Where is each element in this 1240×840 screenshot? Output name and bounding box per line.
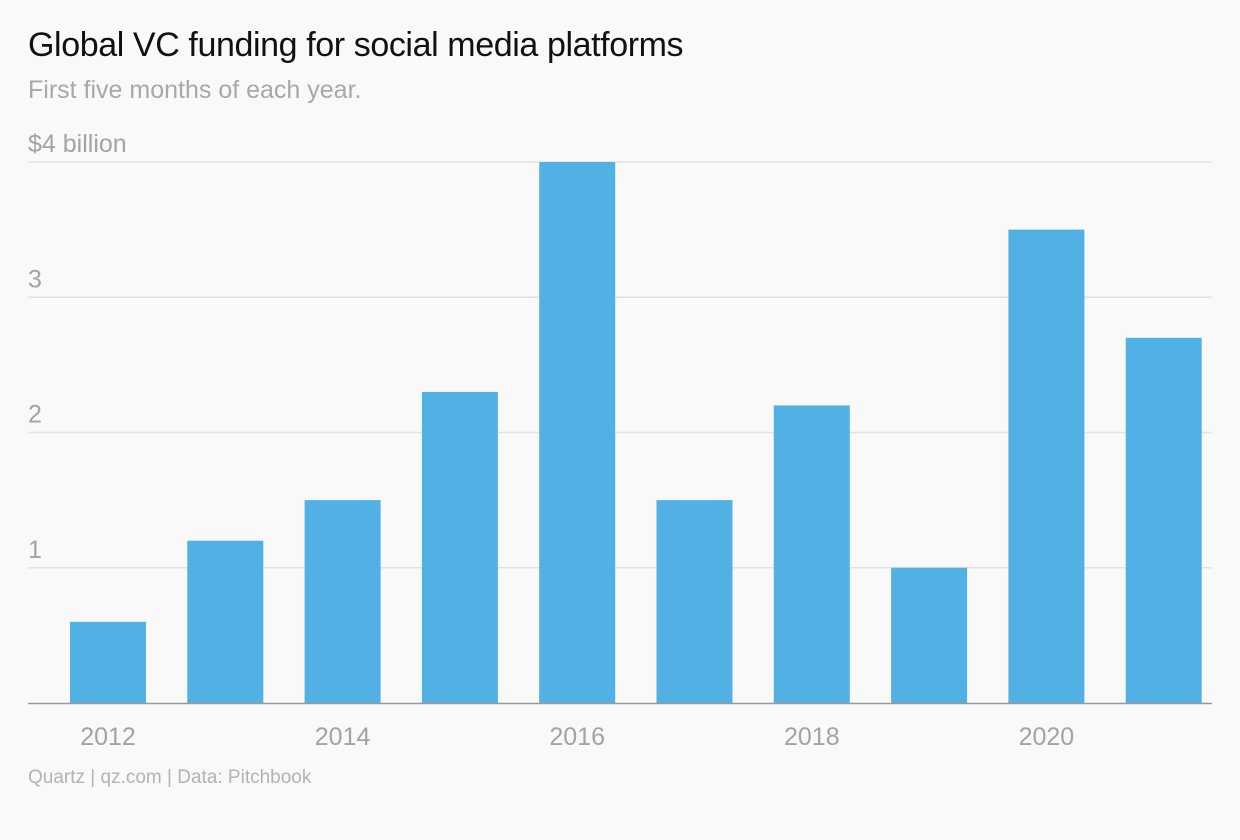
bar-2018 (773, 405, 850, 703)
bar-2016 (539, 162, 616, 703)
x-tick-label-2016: 2016 (549, 723, 605, 751)
bar-2021 (1125, 337, 1202, 703)
bar-2012 (70, 621, 146, 703)
y-tick-label-2: 2 (28, 401, 42, 429)
x-tick-label-2012: 2012 (80, 723, 136, 751)
chart-title: Global VC funding for social media platf… (28, 26, 684, 64)
y-tick-label-4: $4 billion (28, 130, 127, 158)
bar-2020 (1008, 229, 1085, 703)
bar-2015 (421, 391, 498, 703)
y-tick-label-1: 1 (28, 536, 42, 564)
y-tick-label-3: 3 (28, 265, 42, 293)
bar-2014 (304, 500, 381, 703)
source-note: Quartz | qz.com | Data: Pitchbook (28, 767, 312, 788)
x-tick-label-2014: 2014 (315, 723, 371, 751)
x-tick-label-2018: 2018 (784, 723, 840, 751)
axes: 2012 2014 2016 2018 2020 (28, 702, 1212, 751)
bars (70, 162, 1202, 703)
bar-2019 (891, 567, 968, 703)
bar-2017 (656, 500, 733, 703)
chart-subtitle: First five months of each year. (28, 76, 362, 104)
x-tick-label-2020: 2020 (1019, 723, 1075, 751)
bar-2013 (187, 540, 264, 703)
